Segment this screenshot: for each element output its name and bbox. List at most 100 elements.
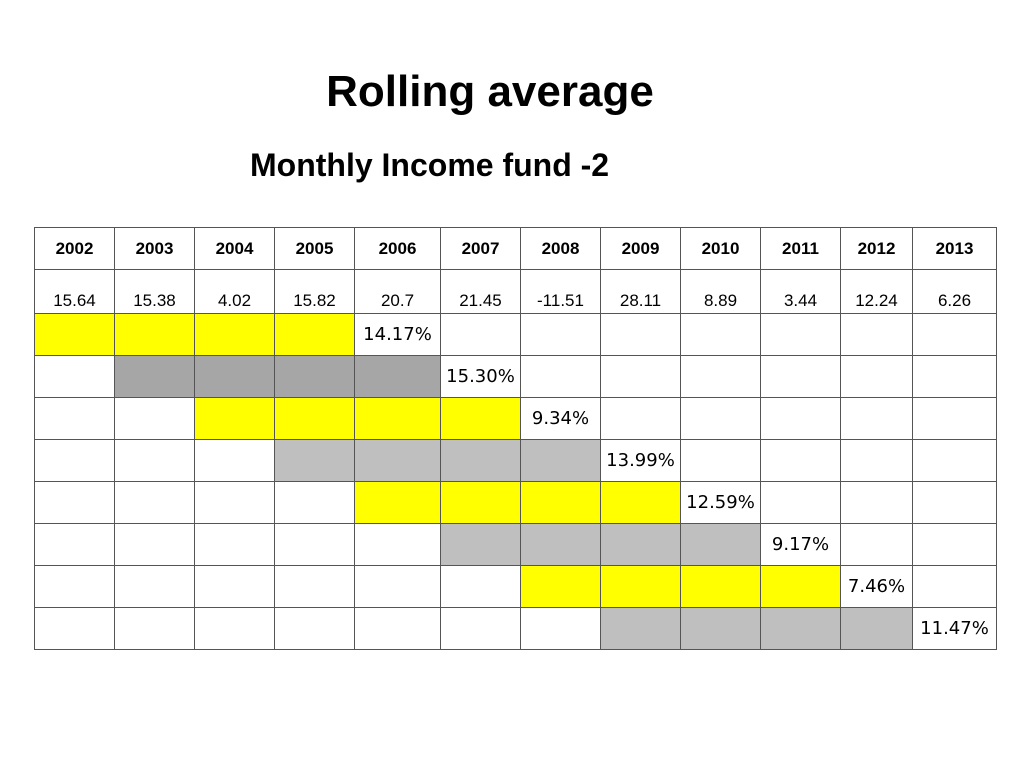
empty-cell [760, 313, 841, 356]
empty-cell [114, 523, 195, 566]
empty-cell [912, 355, 997, 398]
empty-cell [274, 523, 355, 566]
window-shaded-cell [680, 523, 761, 566]
return-value-2005: 15.82 [274, 269, 355, 314]
window-shaded-cell [600, 523, 681, 566]
year-header-2004: 2004 [194, 227, 275, 270]
empty-cell [194, 439, 275, 482]
window-shaded-cell [194, 397, 275, 440]
rolling-average-result: 7.46% [840, 565, 913, 608]
empty-cell [354, 523, 441, 566]
empty-cell [760, 397, 841, 440]
year-header-2013: 2013 [912, 227, 997, 270]
window-shaded-cell [760, 607, 841, 650]
return-value-2008: -11.51 [520, 269, 601, 314]
empty-cell [440, 607, 521, 650]
rolling-window-row: 15.30% [34, 355, 997, 398]
window-shaded-cell [354, 439, 441, 482]
empty-cell [194, 607, 275, 650]
empty-cell [840, 355, 913, 398]
window-shaded-cell [114, 313, 195, 356]
empty-cell [34, 355, 115, 398]
window-shaded-cell [760, 565, 841, 608]
empty-cell [680, 397, 761, 440]
empty-cell [274, 607, 355, 650]
empty-cell [600, 397, 681, 440]
empty-cell [440, 565, 521, 608]
empty-cell [194, 565, 275, 608]
empty-cell [114, 439, 195, 482]
window-shaded-cell [440, 397, 521, 440]
year-header-2002: 2002 [34, 227, 115, 270]
empty-cell [912, 565, 997, 608]
year-header-2012: 2012 [840, 227, 913, 270]
empty-cell [760, 439, 841, 482]
rolling-window-row: 13.99% [34, 439, 997, 482]
rolling-average-result: 13.99% [600, 439, 681, 482]
year-header-2003: 2003 [114, 227, 195, 270]
window-shaded-cell [34, 313, 115, 356]
window-shaded-cell [520, 523, 601, 566]
rolling-window-row: 11.47% [34, 607, 997, 650]
return-value-2011: 3.44 [760, 269, 841, 314]
rolling-window-row: 14.17% [34, 313, 997, 356]
empty-cell [34, 481, 115, 524]
empty-cell [34, 607, 115, 650]
rolling-average-result: 15.30% [440, 355, 521, 398]
window-shaded-cell [274, 397, 355, 440]
empty-cell [34, 397, 115, 440]
year-header-2007: 2007 [440, 227, 521, 270]
return-value-2004: 4.02 [194, 269, 275, 314]
empty-cell [680, 439, 761, 482]
rolling-average-result: 9.17% [760, 523, 841, 566]
empty-cell [912, 481, 997, 524]
window-shaded-cell [600, 565, 681, 608]
rolling-window-row: 9.17% [34, 523, 997, 566]
window-shaded-cell [194, 355, 275, 398]
returns-row: 15.64 15.38 4.02 15.82 20.7 21.45 -11.51 28.11 8… [34, 269, 997, 314]
empty-cell [354, 565, 441, 608]
rolling-average-result: 12.59% [680, 481, 761, 524]
empty-cell [194, 523, 275, 566]
return-value-2009: 28.11 [600, 269, 681, 314]
page-title: Rolling average [326, 67, 654, 116]
empty-cell [680, 313, 761, 356]
window-shaded-cell [840, 607, 913, 650]
window-shaded-cell [440, 481, 521, 524]
window-shaded-cell [274, 439, 355, 482]
empty-cell [840, 397, 913, 440]
empty-cell [912, 523, 997, 566]
year-header-2005: 2005 [274, 227, 355, 270]
empty-cell [194, 481, 275, 524]
empty-cell [600, 313, 681, 356]
window-shaded-cell [520, 439, 601, 482]
empty-cell [760, 355, 841, 398]
year-header-2010: 2010 [680, 227, 761, 270]
empty-cell [912, 397, 997, 440]
empty-cell [274, 481, 355, 524]
return-value-2013: 6.26 [912, 269, 997, 314]
window-shaded-cell [114, 355, 195, 398]
window-shaded-cell [440, 439, 521, 482]
empty-cell [600, 355, 681, 398]
empty-cell [114, 397, 195, 440]
return-value-2010: 8.89 [680, 269, 761, 314]
rolling-window-row: 7.46% [34, 565, 997, 608]
window-shaded-cell [680, 607, 761, 650]
empty-cell [34, 565, 115, 608]
empty-cell [840, 523, 913, 566]
empty-cell [34, 439, 115, 482]
page-subtitle: Monthly Income fund -2 [250, 147, 610, 183]
window-shaded-cell [680, 565, 761, 608]
empty-cell [440, 313, 521, 356]
year-header-row: 2002 2003 2004 2005 2006 2007 2008 2009 2010 2011… [34, 227, 997, 270]
rolling-window-row: 9.34% [34, 397, 997, 440]
empty-cell [912, 313, 997, 356]
window-shaded-cell [354, 397, 441, 440]
window-shaded-cell [194, 313, 275, 356]
empty-cell [840, 481, 913, 524]
empty-cell [520, 607, 601, 650]
empty-cell [520, 313, 601, 356]
window-shaded-cell [274, 313, 355, 356]
empty-cell [520, 355, 601, 398]
